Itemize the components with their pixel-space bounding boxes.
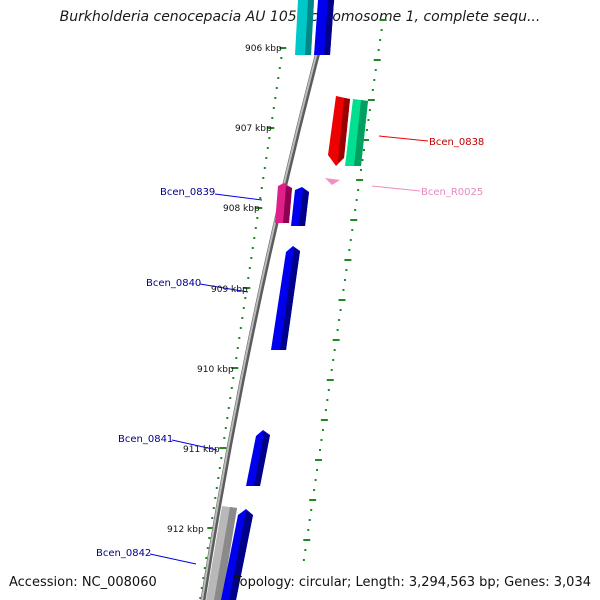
gene-label-bcen-0840[interactable]: Bcen_0840: [146, 278, 201, 289]
kbp-label-910: 910 kbp: [197, 365, 234, 375]
gene-label-bcen-r0025[interactable]: Bcen_R0025: [421, 187, 483, 198]
gene-bcen-0842[interactable]: [221, 509, 253, 600]
gene-label-bcen-0839[interactable]: Bcen_0839: [160, 187, 215, 198]
leader-bcen-0838: [378, 135, 429, 142]
kbp-label-912: 912 kbp: [167, 525, 204, 535]
gene-bcen-0838[interactable]: [328, 96, 350, 166]
kbp-label-911: 911 kbp: [183, 445, 220, 455]
kbp-label-908: 908 kbp: [223, 204, 260, 214]
chromosome-backbone-highlight: [201, 0, 332, 600]
gene-label-bcen-0838[interactable]: Bcen_0838: [429, 137, 484, 148]
outer-tick-ring: [302, 19, 387, 561]
accession-text: Accession: NC_008060: [9, 575, 157, 590]
gene-label-bcen-0842[interactable]: Bcen_0842: [96, 548, 151, 559]
rna-bcen-r0025[interactable]: [325, 178, 340, 185]
gene-feature-top-blue[interactable]: [314, 0, 334, 55]
gene-feature-green[interactable]: [345, 99, 368, 166]
gene-feature-gray[interactable]: [206, 506, 237, 600]
leader-bcen-0839: [214, 193, 263, 201]
gene-bcen-0841[interactable]: [246, 430, 270, 486]
gene-label-bcen-0841[interactable]: Bcen_0841: [118, 434, 173, 445]
gene-bcen-0839[interactable]: [275, 183, 292, 223]
kbp-label-909: 909 kbp: [211, 285, 248, 295]
leader-bcen-0841: [171, 439, 218, 451]
kbp-label-906: 906 kbp: [245, 44, 282, 54]
gene-feature-top-cyan[interactable]: [295, 0, 314, 55]
leader-bcen-0840: [199, 283, 249, 293]
kbp-label-907: 907 kbp: [235, 124, 272, 134]
summary-text: Topology: circular; Length: 3,294,563 bp…: [233, 575, 591, 590]
leader-bcen-r0025: [371, 185, 421, 192]
gene-feature-blue-908[interactable]: [291, 187, 309, 226]
gene-bcen-0840[interactable]: [271, 246, 300, 350]
leader-bcen-0842: [149, 553, 197, 565]
